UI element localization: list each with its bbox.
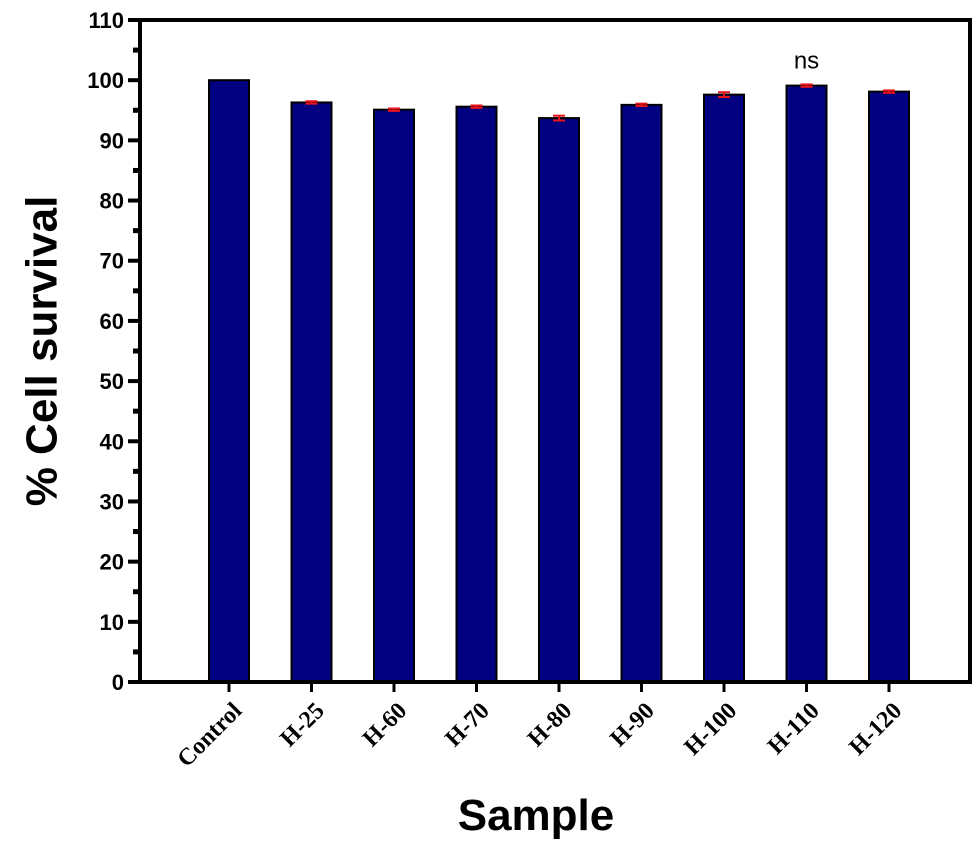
bar-h-25 xyxy=(290,101,333,683)
x-tick-label: H-60 xyxy=(358,698,412,752)
y-tick-label: 0 xyxy=(112,670,124,695)
x-tick-label: H-100 xyxy=(680,698,743,761)
x-tick-label: H-120 xyxy=(845,698,908,761)
x-tick-label: H-25 xyxy=(276,698,330,752)
y-tick-label: 60 xyxy=(100,309,124,334)
y-tick-label: 110 xyxy=(89,8,125,33)
bar-h-80 xyxy=(538,117,580,683)
x-tick-label: H-90 xyxy=(606,698,660,752)
x-tick-label: Control xyxy=(173,698,248,773)
x-tick-label: H-110 xyxy=(763,698,825,760)
error-bar-h-110 xyxy=(800,83,813,88)
error-bar-h-70 xyxy=(470,104,483,109)
y-tick-label: 50 xyxy=(100,369,124,394)
y-tick-label: 100 xyxy=(87,68,124,93)
y-tick-label: 20 xyxy=(100,550,124,575)
annotation-label: ns xyxy=(794,47,819,74)
error-bar-h-90 xyxy=(635,102,648,108)
bar-h-60 xyxy=(373,108,415,684)
error-bar-h-100 xyxy=(718,91,730,99)
y-tick-label: 10 xyxy=(100,610,124,635)
bar-h-70 xyxy=(455,105,498,684)
bar-h-100 xyxy=(703,93,745,684)
x-axis: Control H-25 H-60 H-70 H-80 H-90 H-100 H-110 H-1… xyxy=(173,682,908,773)
bar-h-110 xyxy=(785,84,828,683)
error-bar-h-120 xyxy=(883,89,895,94)
bars-layer xyxy=(208,79,910,684)
error-bar-h-60 xyxy=(388,107,400,112)
annotations-layer: ns xyxy=(794,47,819,74)
error-bar-h-80 xyxy=(553,114,565,122)
y-axis-title: % Cell survival xyxy=(18,196,67,507)
y-tick-label: 90 xyxy=(100,128,124,153)
x-tick-label: H-70 xyxy=(441,698,495,752)
error-bar-h-25 xyxy=(305,100,318,105)
error-bars-layer xyxy=(305,83,895,122)
y-tick-label: 80 xyxy=(100,189,124,214)
y-tick-label: 30 xyxy=(100,489,124,514)
x-axis-title: Sample xyxy=(458,791,615,840)
x-tick-label: H-80 xyxy=(523,698,577,752)
bar-h-120 xyxy=(868,90,910,683)
y-tick-label: 70 xyxy=(100,249,124,274)
bar-control xyxy=(208,79,250,683)
y-axis: 0 10 20 30 40 50 60 70 80 90 100 110 xyxy=(87,8,140,695)
y-tick-label: 40 xyxy=(100,429,124,454)
bar-h-90 xyxy=(620,103,663,683)
